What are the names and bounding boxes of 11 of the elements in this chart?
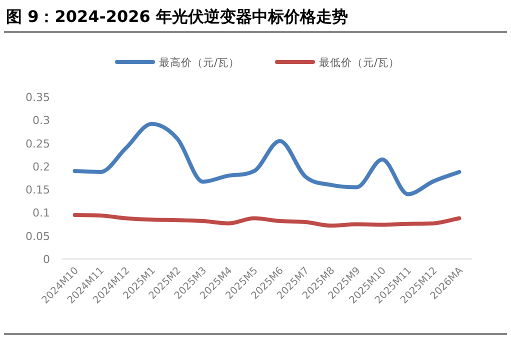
title: 图 9：2024-2026 年光伏逆变器中标价格走势 [6,7,348,26]
y-tick-label: 0.2 [32,160,50,174]
y-tick-label: 0.1 [32,206,50,220]
y-tick-label: 0.35 [26,91,50,104]
legend-label: 最低价（元/瓦） [319,57,400,69]
y-tick-label: 0.25 [26,137,50,150]
y-tick-label: 0.3 [32,114,50,128]
y-tick-label: 0 [43,253,50,266]
y-tick-label: 0.05 [26,230,50,243]
y-tick-label: 0.15 [26,184,50,197]
legend-label: 最高价（元/瓦） [159,56,240,69]
